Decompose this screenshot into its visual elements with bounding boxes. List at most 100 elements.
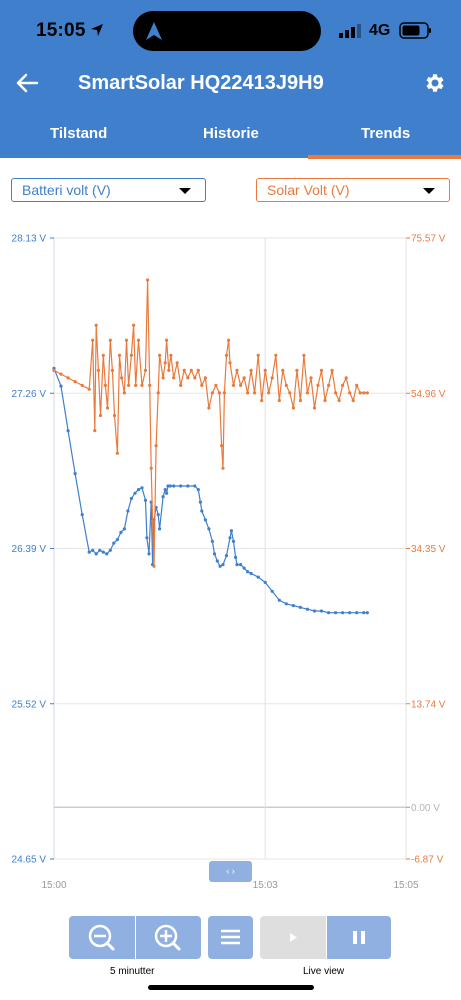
data-point [355,383,359,387]
data-point [115,538,119,542]
zoom-in-icon [154,924,181,951]
data-point [221,563,225,567]
data-point [94,552,98,556]
menu-button[interactable] [208,916,253,959]
data-point [167,368,171,372]
data-point [151,519,155,523]
status-bar: 15:05 4G [0,0,461,62]
data-point [239,383,243,387]
gear-icon[interactable] [423,71,447,95]
data-point [120,376,124,380]
data-point [66,376,70,380]
data-point [186,484,190,488]
data-point [235,368,239,372]
active-tab-indicator [308,155,461,159]
data-point [270,589,274,593]
data-point [196,368,200,372]
chart-scroll-handle[interactable]: ‹ › [209,861,252,882]
data-point [231,383,236,387]
data-point [341,383,345,387]
data-point [337,398,341,403]
tick-label-left: 25.52 V [12,699,47,710]
data-point [87,387,91,391]
series-line [53,279,368,567]
back-arrow-icon[interactable] [14,70,40,96]
data-point [163,488,167,492]
data-point [267,391,271,395]
right-series-select[interactable]: Solar Volt (V) [256,178,450,202]
tick-label-x: 15:05 [393,880,418,891]
data-point [156,513,160,517]
data-point [149,466,153,470]
data-point [253,391,257,395]
tab-bar: Tilstand Historie Trends [0,116,461,156]
data-point [136,338,141,342]
data-point [249,571,253,576]
status-time: 15:05 [36,20,86,41]
data-point [52,368,56,372]
pause-button[interactable] [327,916,391,959]
data-point [263,368,267,372]
tab-historie[interactable]: Historie [203,125,259,142]
tick-label-right: 34.35 V [411,544,446,555]
data-point [152,564,156,568]
tick-label-left: 24.65 V [12,855,47,866]
data-point [210,391,214,395]
data-point [298,398,302,403]
data-point [124,338,129,342]
data-point [274,353,278,357]
data-point [148,383,152,387]
data-point [126,509,130,513]
zoom-caption: 5 minutter [110,966,155,977]
data-point [103,383,107,387]
data-point [158,527,162,531]
left-series-select[interactable]: Batteri volt (V) [11,178,206,202]
zoom-out-button[interactable] [69,916,135,959]
chevron-down-icon [423,188,435,194]
data-point [330,368,334,372]
data-point [224,554,229,558]
data-point [227,338,231,342]
data-point [217,391,221,395]
data-point [207,527,211,531]
zoom-in-button[interactable] [136,916,201,959]
data-point [91,548,95,552]
data-point [210,539,214,544]
home-indicator [148,985,314,990]
data-point [334,391,338,395]
play-button[interactable] [260,916,326,959]
data-point [281,368,285,372]
data-point [249,368,253,372]
data-point [59,372,63,376]
data-point [351,398,355,403]
data-point [146,278,150,282]
data-point [122,391,126,395]
data-point [80,513,84,517]
tick-label-right: 54.96 V [411,389,446,400]
trend-chart[interactable]: 28.13 V 27.26 V 26.39 V 25.52 V 24.65 V 75.57… [0,210,461,910]
data-point [91,338,95,342]
tab-tilstand[interactable]: Tilstand [50,125,108,142]
data-point [93,429,97,433]
data-point [196,488,200,492]
data-point [117,353,122,357]
data-point [362,611,366,615]
tick-label-right: 13.74 V [411,699,446,710]
data-point [115,451,119,455]
data-point [362,391,366,395]
data-point [101,550,105,554]
data-point [87,550,91,554]
battery-icon [399,22,431,39]
data-point [175,361,179,365]
data-point [140,486,144,490]
tab-trends[interactable]: Trends [361,125,411,142]
navigation-icon [146,22,162,40]
data-point [94,323,98,327]
data-point [218,564,222,568]
tick-label-x: 15:00 [41,880,66,891]
data-point [105,406,110,410]
data-point [105,552,109,556]
data-point [242,376,246,380]
data-point [305,607,309,611]
